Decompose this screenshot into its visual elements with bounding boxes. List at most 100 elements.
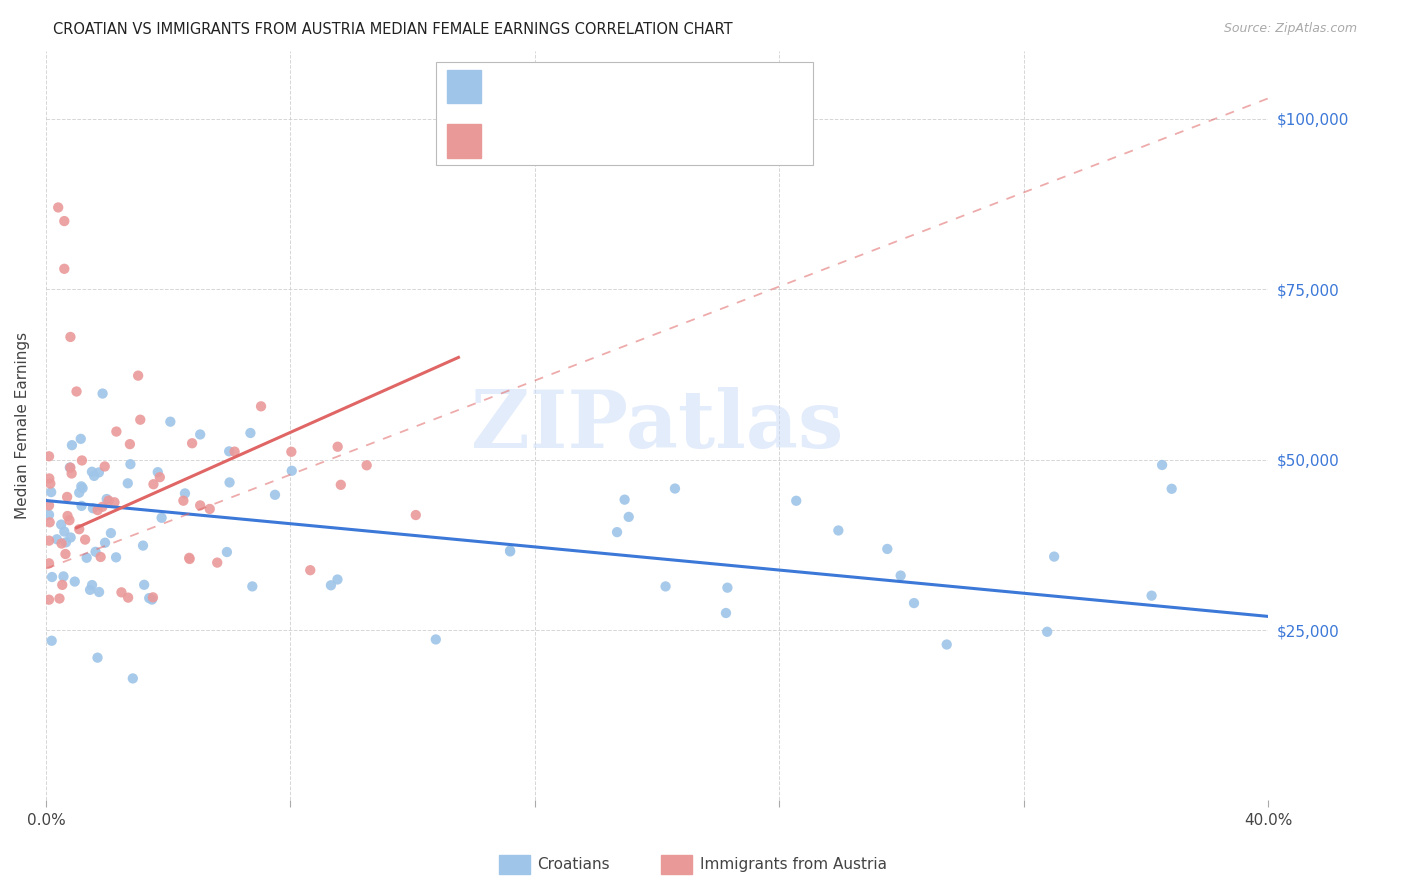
Point bbox=[250, 400, 273, 414]
Point bbox=[903, 596, 925, 610]
Text: R =: R = bbox=[492, 78, 531, 95]
Point bbox=[1140, 589, 1163, 603]
Point bbox=[120, 457, 142, 471]
Point bbox=[87, 466, 110, 480]
Point bbox=[63, 574, 86, 589]
Point bbox=[39, 476, 62, 491]
Point bbox=[127, 368, 149, 383]
Point bbox=[51, 578, 73, 592]
Point bbox=[181, 436, 204, 450]
Point bbox=[96, 491, 118, 506]
Point bbox=[664, 482, 686, 496]
Point bbox=[1036, 624, 1059, 639]
Point bbox=[613, 492, 636, 507]
Point bbox=[174, 486, 197, 500]
Point bbox=[91, 500, 114, 514]
Point bbox=[299, 563, 322, 577]
Point bbox=[105, 425, 128, 439]
Point bbox=[146, 465, 169, 479]
Point bbox=[110, 585, 132, 599]
Point bbox=[59, 531, 82, 545]
Point bbox=[138, 591, 160, 606]
Point bbox=[53, 524, 76, 539]
Point bbox=[405, 508, 427, 522]
Point bbox=[1160, 482, 1182, 496]
Point bbox=[716, 581, 738, 595]
Point bbox=[224, 444, 246, 458]
Point bbox=[70, 479, 93, 493]
Point bbox=[69, 432, 91, 446]
Point bbox=[134, 578, 156, 592]
Point bbox=[117, 476, 139, 491]
Point bbox=[46, 201, 69, 215]
Point bbox=[59, 460, 82, 475]
Point bbox=[1152, 458, 1174, 472]
Point bbox=[82, 501, 104, 516]
Y-axis label: Median Female Earnings: Median Female Earnings bbox=[15, 332, 30, 519]
Text: N =: N = bbox=[607, 78, 668, 95]
Text: 0.184: 0.184 bbox=[531, 132, 592, 150]
Point bbox=[51, 536, 73, 550]
Point bbox=[141, 592, 163, 607]
Point bbox=[159, 415, 181, 429]
Point bbox=[172, 493, 194, 508]
Point bbox=[149, 470, 172, 484]
Point bbox=[499, 543, 522, 558]
Point bbox=[617, 509, 640, 524]
Point bbox=[218, 475, 240, 490]
Point bbox=[84, 545, 107, 559]
Point bbox=[356, 458, 378, 473]
Point bbox=[38, 516, 60, 530]
Text: Source: ZipAtlas.com: Source: ZipAtlas.com bbox=[1223, 22, 1357, 36]
Point bbox=[53, 214, 76, 228]
Point bbox=[100, 526, 122, 541]
Point bbox=[425, 632, 447, 647]
Point bbox=[45, 533, 67, 547]
Point bbox=[714, 606, 737, 620]
Point bbox=[70, 499, 93, 513]
Point bbox=[41, 633, 63, 648]
Point bbox=[48, 591, 70, 606]
Point bbox=[75, 533, 97, 547]
Point bbox=[93, 459, 115, 474]
Point bbox=[94, 535, 117, 549]
Point bbox=[218, 444, 240, 458]
Point bbox=[129, 413, 152, 427]
Point bbox=[280, 444, 302, 458]
Point bbox=[319, 578, 342, 592]
Point bbox=[86, 650, 108, 665]
Point bbox=[53, 261, 76, 276]
Point bbox=[121, 672, 143, 686]
Point bbox=[142, 591, 165, 605]
Point bbox=[499, 544, 522, 558]
Point bbox=[38, 508, 60, 522]
Point bbox=[103, 495, 125, 509]
Point bbox=[38, 499, 60, 513]
Point bbox=[890, 568, 912, 582]
Point bbox=[132, 539, 155, 553]
Point bbox=[38, 450, 60, 464]
Point bbox=[150, 510, 173, 524]
Point bbox=[264, 488, 287, 502]
Point bbox=[39, 485, 62, 500]
Point bbox=[118, 437, 141, 451]
Point bbox=[52, 569, 75, 583]
Point bbox=[198, 502, 221, 516]
Point bbox=[80, 465, 103, 479]
Point bbox=[326, 440, 349, 454]
Point bbox=[91, 386, 114, 401]
Point bbox=[70, 453, 93, 467]
Point bbox=[97, 493, 120, 508]
Point bbox=[65, 384, 87, 399]
Text: 75: 75 bbox=[657, 78, 676, 95]
Point bbox=[58, 513, 80, 527]
Point bbox=[606, 525, 628, 540]
Text: R =: R = bbox=[492, 132, 531, 150]
Point bbox=[329, 478, 352, 492]
Point bbox=[83, 469, 105, 483]
Point bbox=[72, 481, 94, 495]
Point bbox=[1043, 549, 1066, 564]
Point bbox=[80, 578, 103, 592]
Point bbox=[56, 490, 79, 504]
Point bbox=[55, 547, 77, 561]
